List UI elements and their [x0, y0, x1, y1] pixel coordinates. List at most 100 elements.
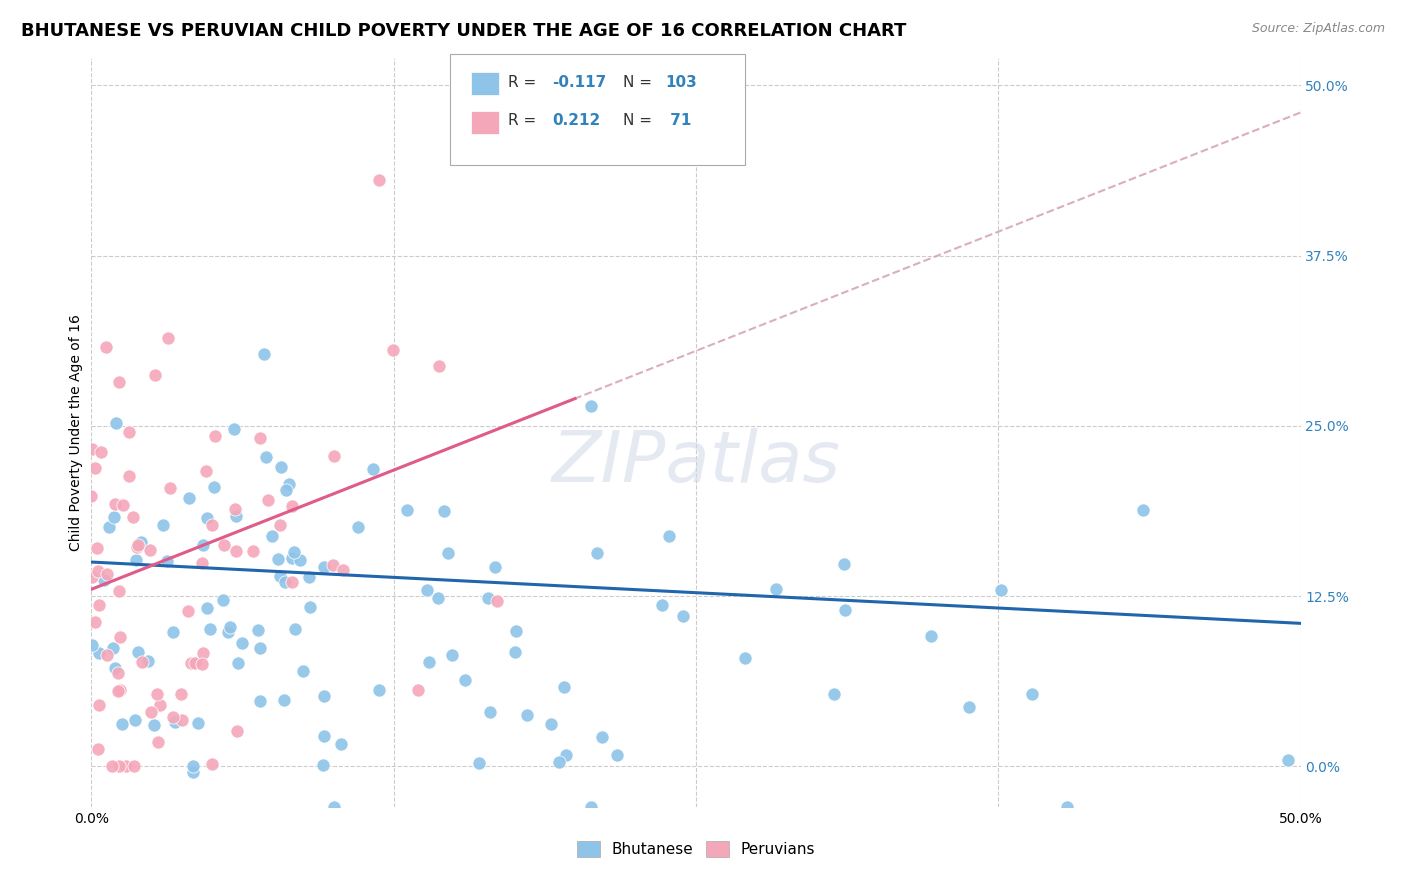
Point: [195, 601, 218, 615]
Point: [323, 800, 346, 814]
Text: 0.212: 0.212: [553, 113, 600, 128]
Point: [280, 575, 302, 590]
Point: [204, 429, 226, 443]
Point: [734, 651, 756, 665]
Point: [579, 399, 602, 413]
Point: [278, 476, 301, 491]
Point: [118, 425, 141, 439]
Point: [103, 509, 125, 524]
Point: [121, 510, 143, 524]
Point: [201, 757, 224, 772]
Point: [381, 343, 404, 358]
Point: [1021, 688, 1043, 702]
Point: [257, 492, 280, 507]
Point: [96, 648, 118, 663]
Point: [187, 716, 209, 731]
Point: [832, 558, 855, 572]
Point: [292, 664, 315, 678]
Point: [181, 758, 204, 772]
Point: [247, 623, 270, 637]
Point: [288, 552, 311, 566]
Point: [505, 624, 527, 638]
Point: [105, 416, 128, 430]
Point: [114, 759, 136, 773]
Point: [824, 687, 846, 701]
Point: [212, 538, 235, 552]
Point: [957, 699, 980, 714]
Point: [181, 764, 204, 779]
Point: [219, 620, 242, 634]
Point: [131, 535, 153, 549]
Point: [87, 565, 110, 579]
Point: [312, 690, 335, 704]
Point: [107, 584, 129, 599]
Point: [156, 554, 179, 568]
Point: [87, 598, 110, 612]
Point: [262, 529, 284, 543]
Point: [143, 368, 166, 382]
Point: [242, 543, 264, 558]
Point: [269, 517, 291, 532]
Point: [427, 591, 450, 605]
Point: [136, 654, 159, 668]
Point: [82, 570, 104, 584]
Point: [184, 656, 207, 670]
Point: [225, 544, 247, 558]
Point: [193, 537, 215, 551]
Text: 71: 71: [665, 113, 692, 128]
Point: [283, 545, 305, 559]
Point: [198, 622, 221, 636]
Point: [312, 560, 335, 574]
Point: [658, 529, 681, 543]
Point: [225, 723, 247, 738]
Point: [82, 442, 104, 456]
Point: [579, 800, 602, 814]
Point: [486, 593, 509, 607]
Legend: Bhutanese, Peruvians: Bhutanese, Peruvians: [571, 835, 821, 863]
Point: [97, 519, 120, 533]
Point: [440, 648, 463, 662]
Text: R =: R =: [508, 76, 541, 90]
Point: [322, 558, 344, 572]
Point: [107, 375, 129, 389]
Point: [368, 682, 391, 697]
Point: [139, 705, 162, 719]
Point: [159, 481, 181, 495]
Point: [503, 645, 526, 659]
Point: [323, 450, 346, 464]
Point: [170, 687, 193, 701]
Text: -0.117: -0.117: [553, 76, 607, 90]
Point: [83, 461, 105, 475]
Point: [225, 508, 247, 523]
Point: [180, 656, 202, 670]
Text: R =: R =: [508, 113, 541, 128]
Point: [224, 422, 246, 436]
Point: [281, 500, 304, 514]
Point: [195, 464, 218, 478]
Point: [427, 359, 450, 373]
Point: [148, 735, 170, 749]
Point: [139, 542, 162, 557]
Point: [252, 347, 274, 361]
Point: [217, 624, 239, 639]
Point: [179, 491, 201, 506]
Point: [108, 759, 131, 773]
Point: [104, 661, 127, 675]
Point: [90, 445, 112, 459]
Point: [86, 541, 108, 555]
Point: [312, 758, 335, 772]
Point: [484, 560, 506, 574]
Point: [249, 431, 271, 445]
Point: [111, 717, 134, 731]
Point: [516, 708, 538, 723]
Text: 103: 103: [665, 76, 697, 90]
Point: [94, 340, 117, 354]
Point: [83, 615, 105, 629]
Text: BHUTANESE VS PERUVIAN CHILD POVERTY UNDER THE AGE OF 16 CORRELATION CHART: BHUTANESE VS PERUVIAN CHILD POVERTY UNDE…: [21, 22, 907, 40]
Point: [96, 566, 118, 581]
Point: [93, 573, 115, 587]
Point: [284, 622, 307, 636]
Point: [190, 657, 212, 671]
Point: [117, 469, 139, 483]
Point: [553, 680, 575, 694]
